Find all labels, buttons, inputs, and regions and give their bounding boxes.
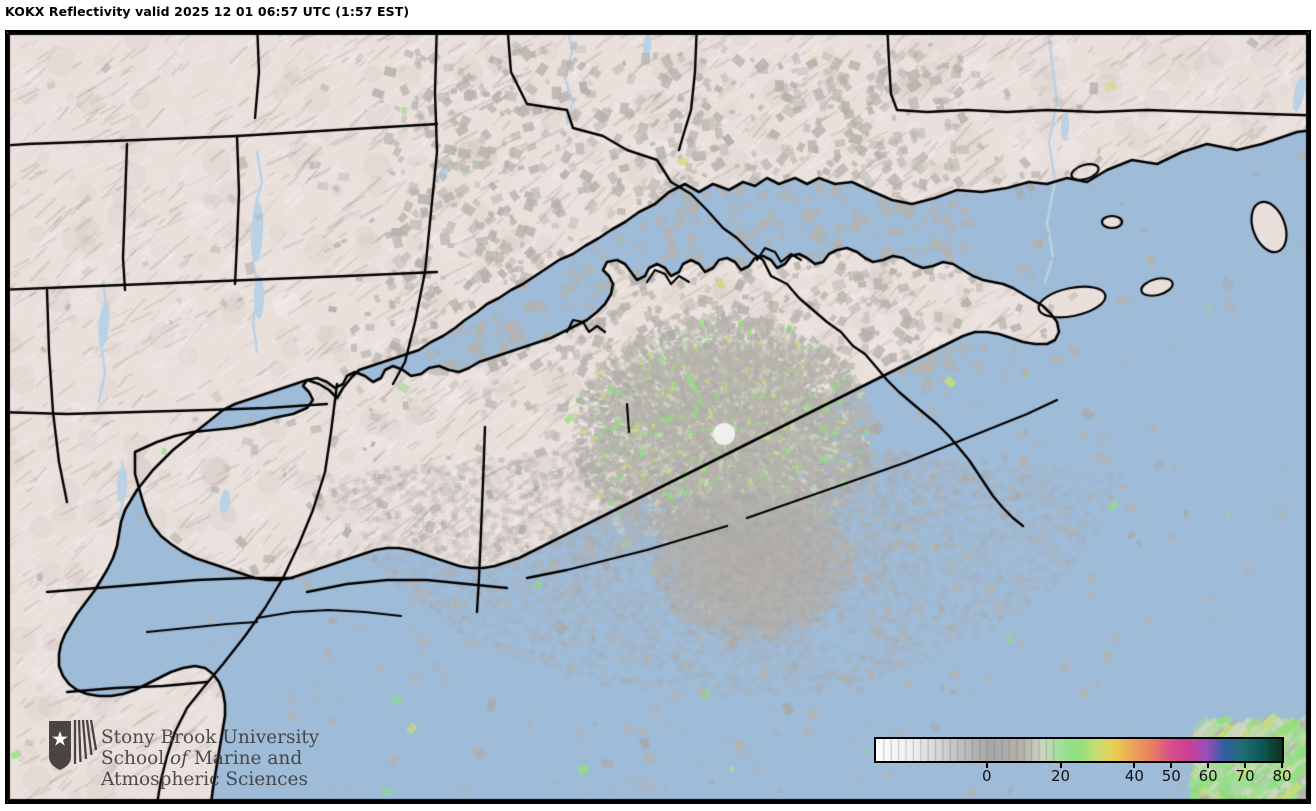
colorbar-tick xyxy=(1207,763,1210,768)
colorbar-tick-label: 40 xyxy=(1124,767,1144,785)
colorbar-tick-label: 0 xyxy=(981,767,992,785)
political-boundaries-layer xyxy=(7,32,1309,802)
map-frame: 0 20 40 50 60 70 80 xyxy=(5,30,1311,804)
logo-line-3: Atmospheric Sciences xyxy=(101,769,308,790)
colorbar-tick-label: 80 xyxy=(1272,767,1292,785)
logo-text: Stony Brook University School of Marine … xyxy=(101,717,319,790)
colorbar: 0 20 40 50 60 70 80 xyxy=(874,737,1292,785)
stony-brook-logo: Stony Brook University School of Marine … xyxy=(45,717,319,790)
map-canvas-container: 0 20 40 50 60 70 80 xyxy=(7,32,1309,802)
logo-line-2-a: School xyxy=(101,748,171,769)
page-title: KOKX Reflectivity valid 2025 12 01 06:57… xyxy=(5,4,410,19)
logo-line-1: Stony Brook University xyxy=(101,727,320,748)
shield-icon xyxy=(45,717,98,777)
colorbar-gradient xyxy=(874,737,1284,763)
colorbar-tick xyxy=(985,763,988,768)
colorbar-tick-label: 50 xyxy=(1161,767,1181,785)
colorbar-tick xyxy=(1133,763,1136,768)
colorbar-canvas xyxy=(876,739,1282,761)
colorbar-tick xyxy=(1281,763,1283,768)
colorbar-tick-label: 70 xyxy=(1235,767,1255,785)
colorbar-tick-label: 20 xyxy=(1050,767,1071,785)
colorbar-tick-label: 60 xyxy=(1198,767,1218,785)
logo-line-2-c: Marine and xyxy=(188,748,303,769)
colorbar-tick xyxy=(1244,763,1247,768)
logo-line-2: School of Marine and xyxy=(101,748,319,769)
logo-line-2-b: of xyxy=(170,748,189,769)
colorbar-tick xyxy=(1170,763,1173,768)
colorbar-tick xyxy=(1059,763,1062,768)
